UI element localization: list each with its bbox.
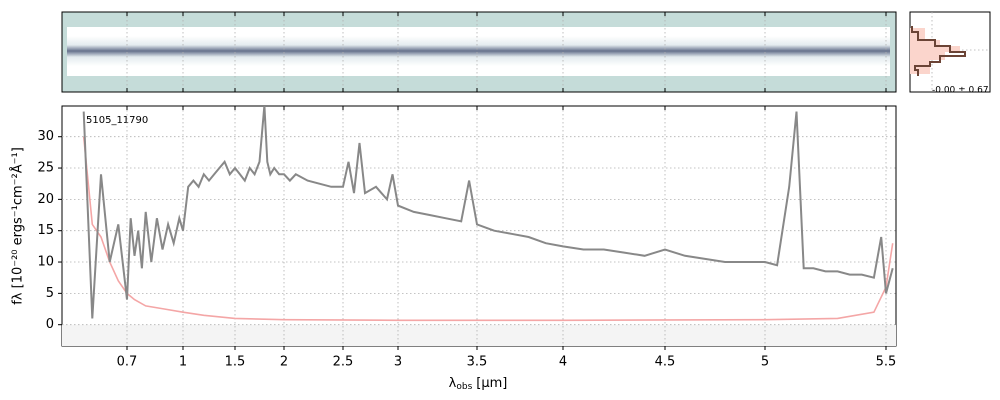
x-tick-label: 3.5 <box>467 355 488 370</box>
x-tick-label: 2 <box>280 355 288 370</box>
y-tick-label: 30 <box>37 129 54 144</box>
x-unit: [μm] <box>476 376 507 391</box>
spectrum-line <box>82 136 894 322</box>
x-tick-label: 1 <box>179 355 187 370</box>
y-axis-label: fλ [10⁻²⁰ ergs⁻¹cm⁻²Å⁻¹] <box>10 147 26 305</box>
x-tick-label: 2.5 <box>333 355 354 370</box>
y-tick-label: 0 <box>46 317 54 332</box>
y-tick-label: 15 <box>37 223 54 238</box>
x-axis-label: λobs [μm] <box>449 376 508 392</box>
series-group <box>82 106 894 322</box>
spectrum-line <box>82 106 894 319</box>
x-tick-label: 4.5 <box>655 355 676 370</box>
spectrum-2d <box>61 11 897 93</box>
zero-band <box>62 324 896 346</box>
x-tick-label: 3 <box>394 355 402 370</box>
y-tick-label: 20 <box>37 192 54 207</box>
x-tick-label: 5 <box>761 355 769 370</box>
profile-panel <box>909 11 991 93</box>
x-tick-label: 0.7 <box>117 355 138 370</box>
x-tick-label: 5.5 <box>876 355 897 370</box>
profile-label: -0.00 ± 0.67 <box>932 86 989 96</box>
y-tick-label: 10 <box>37 255 54 270</box>
y-tick-label: 5 <box>46 286 54 301</box>
x-symbol: λ <box>449 376 457 391</box>
y-tick-label: 25 <box>37 161 54 176</box>
annotation: 5105_11790 <box>86 115 148 126</box>
x-tick-label: 4 <box>559 355 567 370</box>
x-subscript: obs <box>456 382 472 392</box>
x-tick-label: 1.5 <box>225 355 246 370</box>
